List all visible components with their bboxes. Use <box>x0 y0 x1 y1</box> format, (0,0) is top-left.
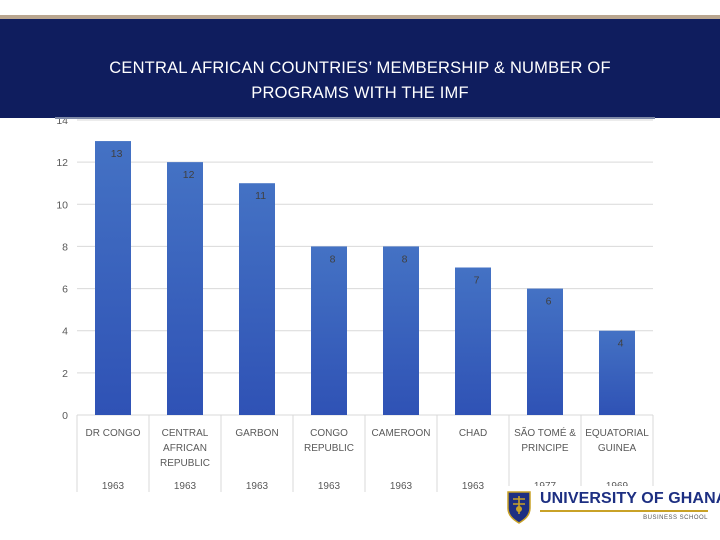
title-banner <box>0 19 720 118</box>
category-label: CAMEROON <box>372 428 431 439</box>
y-tick-label: 6 <box>62 284 68 296</box>
data-label: 4 <box>618 338 624 350</box>
bar <box>455 267 491 415</box>
category-label: DR CONGO <box>86 428 141 439</box>
data-label: 12 <box>183 169 195 181</box>
y-tick-label: 10 <box>56 199 68 211</box>
category-label: GARBON <box>235 428 278 439</box>
crest-icon <box>507 491 531 524</box>
membership-year: 1963 <box>246 481 269 492</box>
bars <box>95 141 635 416</box>
membership-year: 1963 <box>462 481 485 492</box>
bar <box>167 162 203 415</box>
bar <box>383 246 419 415</box>
category-labels: DR CONGO CENTRAL AFRICAN REPUBLIC GARBON CONG… <box>86 426 650 469</box>
bar <box>599 330 635 415</box>
data-label: 11 <box>255 190 266 202</box>
y-tick-label: 14 <box>56 115 68 127</box>
logo-subtitle: BUSINESS SCHOOL <box>643 515 708 521</box>
membership-year: 1963 <box>390 481 413 492</box>
category-label: SÃO TOMÉ & <box>514 426 576 439</box>
logo-divider <box>540 510 708 512</box>
bar <box>311 246 347 415</box>
category-label: REPUBLIC <box>304 443 354 454</box>
membership-year: 1963 <box>318 481 341 492</box>
logo-university-name: UNIVERSITY OF GHANA <box>540 490 720 507</box>
category-label: GUINEA <box>598 443 637 454</box>
data-label: 7 <box>474 275 480 287</box>
y-axis-ticks: 0 2 4 6 8 10 12 14 <box>56 115 68 422</box>
bar <box>239 183 275 415</box>
top-rule <box>0 15 720 19</box>
data-label: 13 <box>111 148 123 160</box>
category-label: REPUBLIC <box>160 458 210 469</box>
y-tick-label: 0 <box>62 410 68 422</box>
bar <box>95 141 131 416</box>
chart-title: CENTRAL AFRICAN COUNTRIES’ MEMBERSHIP & … <box>109 59 611 102</box>
y-tick-label: 12 <box>56 157 68 169</box>
category-label: AFRICAN <box>163 443 207 454</box>
university-logo: UNIVERSITY OF GHANA BUSINESS SCHOOL <box>498 486 720 530</box>
membership-year: 1963 <box>174 481 197 492</box>
category-label: EQUATORIAL <box>585 428 649 439</box>
banner-divider <box>55 117 655 119</box>
data-labels: 13 12 11 8 8 7 6 4 <box>111 148 624 350</box>
category-label: CHAD <box>459 428 487 439</box>
category-label: PRINCIPE <box>521 443 569 454</box>
y-tick-label: 4 <box>62 326 68 338</box>
y-tick-label: 8 <box>62 241 68 253</box>
data-label: 8 <box>402 253 408 265</box>
bar <box>527 288 563 415</box>
y-tick-label: 2 <box>62 368 68 380</box>
category-label: CENTRAL <box>162 428 209 439</box>
category-label: CONGO <box>310 428 348 439</box>
data-label: 8 <box>330 253 336 265</box>
data-label: 6 <box>546 296 552 308</box>
membership-year: 1963 <box>102 481 125 492</box>
